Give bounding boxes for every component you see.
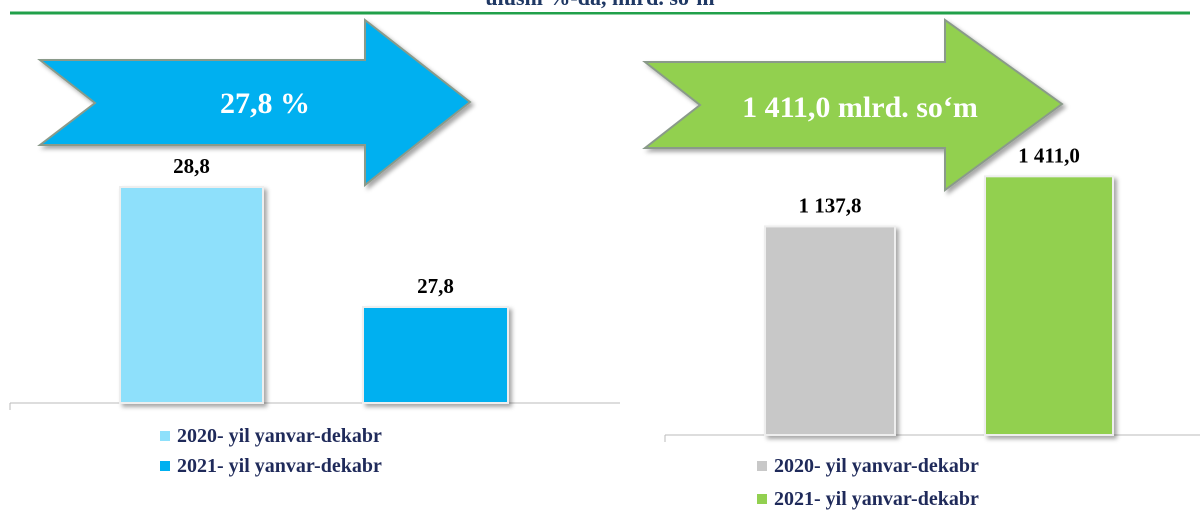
bar — [764, 225, 896, 436]
value-label: 1 411,0 — [1018, 143, 1080, 167]
legend-label: 2021- yil yanvar-dekabr — [774, 488, 979, 510]
header-backdrop — [430, 0, 770, 12]
legend-swatch — [757, 461, 767, 471]
value-label: 1 137,8 — [799, 193, 862, 217]
value-label: 27,8 — [417, 274, 454, 298]
value-label: 28,8 — [173, 154, 210, 178]
legend-label: 2021- yil yanvar-dekabr — [177, 455, 382, 477]
legend-label: 2020- yil yanvar-dekabr — [774, 455, 979, 477]
arrow — [642, 18, 1064, 192]
header-title: ulushi %-da, mlrd. so‘m — [485, 0, 714, 10]
arrow — [37, 17, 472, 188]
bar — [119, 186, 264, 404]
legend-swatch — [757, 494, 767, 504]
legend-swatch — [160, 461, 170, 471]
bar — [984, 175, 1114, 436]
arrow-label: 27,8 % — [220, 87, 310, 120]
arrow-label: 1 411,0 mlrd. so‘m — [742, 91, 978, 124]
legend-label: 2020- yil yanvar-dekabr — [177, 425, 382, 447]
legend-swatch — [160, 431, 170, 441]
bar — [362, 306, 509, 404]
